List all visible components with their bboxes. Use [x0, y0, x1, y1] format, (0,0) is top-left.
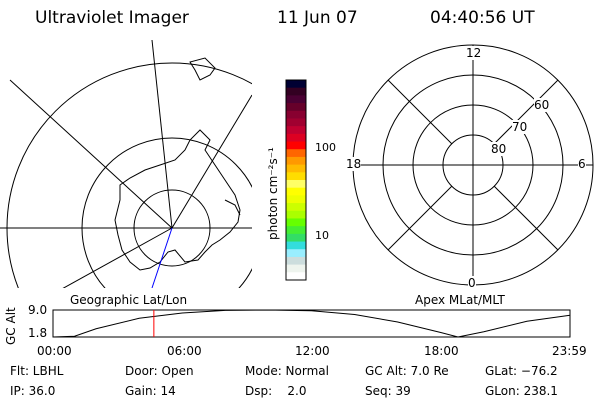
info-gain: Gain: 14: [125, 384, 176, 398]
colorbar-band: [286, 272, 306, 281]
polar-label-6: 6: [578, 157, 586, 171]
ring-label-60: 60: [534, 98, 550, 112]
coastline: [114, 57, 241, 271]
colorbar-band: [286, 133, 306, 143]
colorbar-band: [286, 103, 306, 112]
info-filter: Flt: LBHL: [10, 364, 64, 378]
xtick: 00:00: [37, 344, 72, 358]
polar-grid: [352, 44, 594, 286]
polar-label-0: 0: [468, 276, 476, 290]
colorbar-frame: [285, 79, 307, 281]
colorbar-band: [286, 264, 306, 273]
colorbar-band: [286, 187, 306, 196]
polar-label-18: 18: [346, 157, 362, 171]
colorbar-band: [286, 256, 306, 266]
colorbar-band: [286, 210, 306, 219]
colorbar-band: [286, 87, 306, 96]
colorbar-band: [286, 141, 306, 150]
colorbar-band: [286, 241, 306, 250]
info-glon: GLon: 238.1: [485, 384, 558, 398]
time-label: 04:40:56 UT: [430, 8, 535, 28]
colorbar-band: [286, 149, 306, 158]
ring-label-70: 70: [512, 120, 528, 134]
colorbar: [285, 79, 307, 281]
colorbar-band: [286, 226, 306, 235]
info-seq: Seq: 39: [365, 384, 411, 398]
altitude-line: [52, 309, 571, 338]
ytick-min: 1.8: [28, 326, 48, 340]
xtick: 12:00: [295, 344, 330, 358]
sun-direction-line: [151, 227, 173, 288]
ytick-max: 9.0: [28, 303, 48, 317]
date-label: 11 Jun 07: [277, 8, 358, 28]
map-projection-label: Geographic Lat/Lon: [70, 293, 188, 307]
colorbar-band: [286, 172, 306, 181]
colorbar-band: [286, 195, 306, 204]
info-dsp: Dsp: 2.0: [245, 384, 307, 398]
colorbar-band: [286, 180, 306, 189]
info-mode: Mode: Normal: [245, 364, 329, 378]
geographic-map: [0, 40, 252, 288]
colorbar-band: [286, 156, 306, 166]
colorbar-band: [286, 218, 306, 227]
xtick: 23:59: [552, 344, 587, 358]
colorbar-band: [286, 95, 306, 104]
instrument-title: Ultraviolet Imager: [35, 8, 189, 28]
colorbar-band: [286, 249, 306, 258]
ring-label-80: 80: [491, 142, 507, 156]
colorbar-tick-10: 10: [315, 229, 329, 242]
colorbar-band: [286, 126, 306, 135]
xtick: 06:00: [167, 344, 202, 358]
xtick: 18:00: [424, 344, 459, 358]
colorbar-band: [286, 110, 306, 119]
info-gc-alt: GC Alt: 7.0 Re: [365, 364, 449, 378]
info-glat: GLat: −76.2: [485, 364, 558, 378]
colorbar-band: [286, 233, 306, 243]
colorbar-band: [286, 203, 306, 212]
colorbar-band: [286, 118, 306, 127]
altitude-plot: [52, 309, 571, 338]
polar-projection-label: Apex MLat/MLT: [415, 293, 505, 307]
colorbar-band: [286, 164, 306, 173]
colorbar-band: [286, 80, 306, 89]
polar-label-12: 12: [466, 46, 482, 60]
info-door: Door: Open: [125, 364, 194, 378]
colorbar-label: photon cm⁻²s⁻¹: [266, 147, 280, 240]
colorbar-tick-100: 100: [315, 141, 336, 154]
info-ip: IP: 36.0: [10, 384, 56, 398]
y-axis-label: GC Alt: [4, 307, 18, 345]
